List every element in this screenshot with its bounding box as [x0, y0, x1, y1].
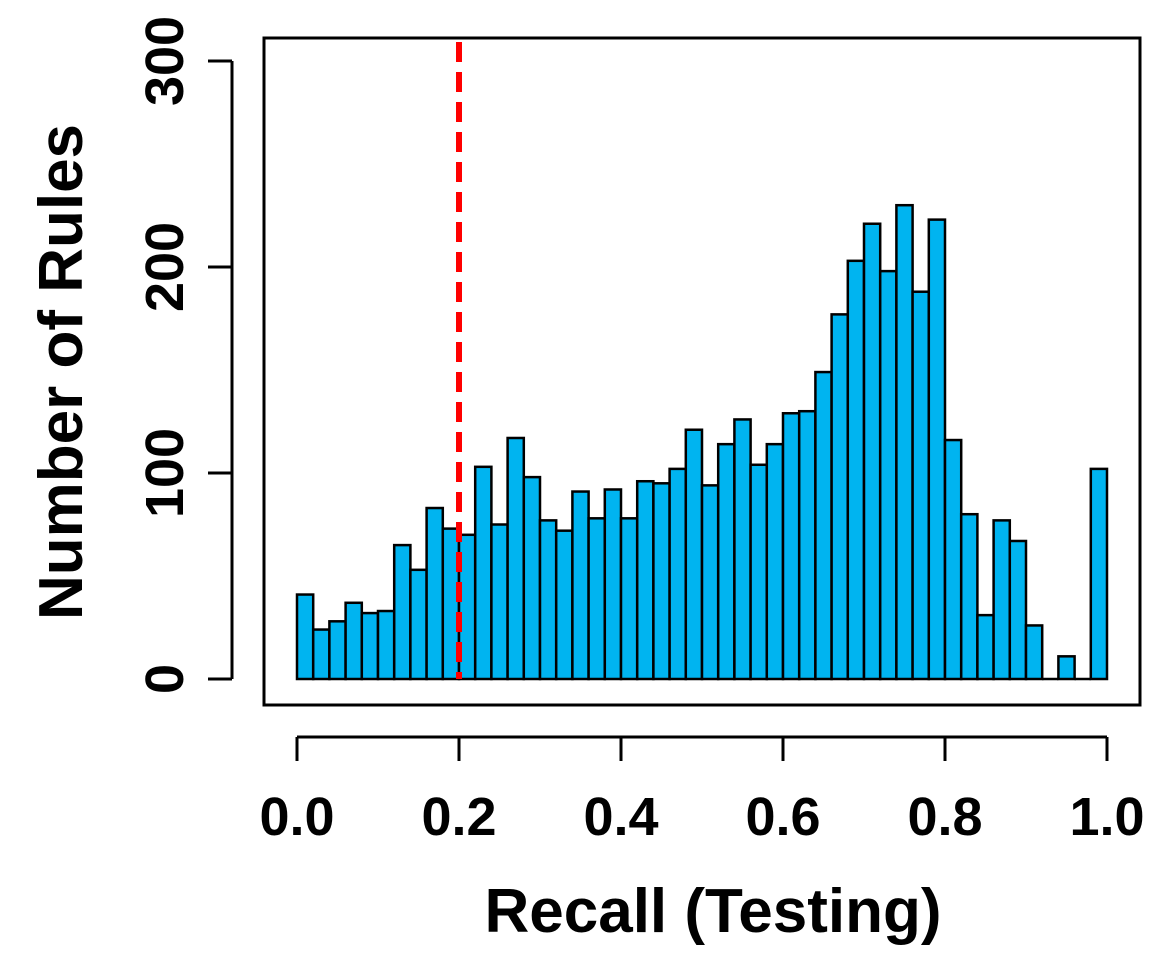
histogram-bar	[522, 475, 542, 681]
histogram-bar	[700, 484, 720, 681]
histogram-bar	[635, 479, 655, 681]
histogram-bar	[911, 290, 931, 681]
histogram-bar	[716, 442, 736, 681]
histogram-bar	[360, 611, 380, 681]
histogram-bar	[619, 517, 639, 681]
histogram-bar	[506, 436, 526, 681]
plot-frame	[262, 36, 1142, 707]
histogram-bar	[587, 517, 607, 681]
x-axis: 0.0 0.2 0.4 0.6 0.8 1.0	[259, 735, 1145, 847]
histogram-bar	[959, 512, 979, 681]
histogram-bar	[409, 568, 428, 681]
histogram-bar	[781, 412, 801, 681]
histogram-bar	[846, 259, 866, 681]
histogram-bar	[554, 529, 574, 681]
histogram-bar	[749, 463, 769, 681]
histogram-bar	[976, 613, 995, 681]
histogram-bar	[765, 442, 785, 681]
histogram-bar	[814, 370, 833, 681]
histogram-bar	[603, 488, 623, 681]
y-axis-title: Number of Rules	[27, 124, 96, 620]
histogram-bar	[538, 519, 558, 681]
x-tick-label: 0.0	[259, 787, 334, 847]
histogram-bar	[311, 628, 331, 681]
y-tick-label: 0	[135, 664, 195, 694]
bars-group	[295, 203, 1109, 681]
histogram-bar	[344, 601, 364, 681]
histogram-bar	[328, 620, 347, 681]
histogram-bar	[992, 519, 1012, 681]
x-tick-label: 0.8	[907, 787, 982, 847]
y-axis: 0 100 200 300	[135, 16, 234, 694]
histogram-bar	[571, 490, 590, 681]
histogram-bar	[684, 428, 704, 681]
histogram-bar	[295, 593, 315, 681]
x-tick-label: 0.4	[583, 787, 658, 847]
histogram-bar	[862, 222, 882, 681]
histogram-bar	[830, 313, 850, 681]
histogram-bar	[668, 467, 688, 681]
histogram-bar	[895, 203, 914, 681]
histogram-bar	[425, 506, 445, 681]
y-tick-label: 200	[135, 222, 195, 312]
y-tick-label: 100	[135, 428, 195, 518]
histogram-bar	[1089, 467, 1109, 681]
histogram-bar	[1008, 539, 1028, 681]
x-axis-title: Recall (Testing)	[484, 877, 941, 946]
histogram-bar	[376, 609, 396, 681]
histogram-bar	[943, 438, 963, 681]
histogram-bar	[797, 409, 817, 681]
histogram-bar	[490, 523, 509, 681]
x-tick-label: 1.0	[1069, 787, 1144, 847]
x-tick-label: 0.2	[421, 787, 496, 847]
histogram-bar	[1024, 624, 1044, 681]
histogram-bar	[392, 543, 412, 681]
histogram-bar	[473, 465, 493, 681]
histogram-bar	[927, 218, 947, 681]
histogram-bar	[733, 418, 752, 681]
histogram-bar	[652, 482, 671, 681]
histogram-bar	[878, 269, 898, 681]
histogram-bar	[1057, 655, 1076, 681]
x-tick-label: 0.6	[745, 787, 820, 847]
y-tick-label: 300	[135, 16, 195, 106]
